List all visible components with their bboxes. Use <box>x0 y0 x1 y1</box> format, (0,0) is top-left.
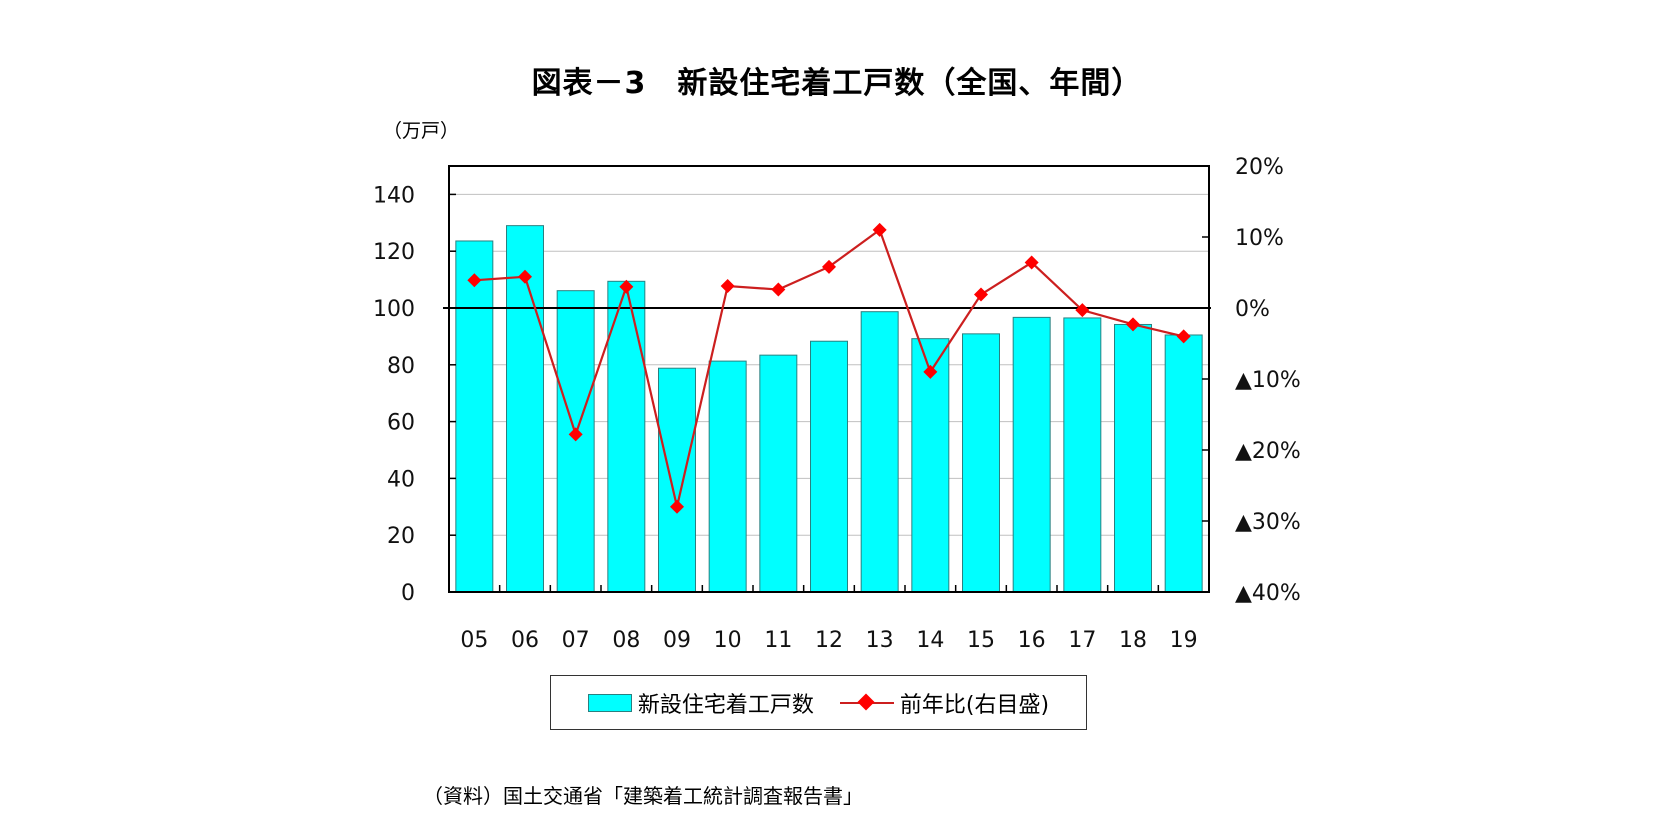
x-tick-label: 13 <box>866 628 894 653</box>
diamond-marker-icon <box>670 499 684 514</box>
bar-19 <box>1164 334 1203 593</box>
bar-15 <box>962 333 1000 593</box>
right-tick-label: ▲30% <box>1235 510 1301 535</box>
left-tick-label: 0 <box>401 581 415 606</box>
diamond-marker-icon <box>1075 303 1090 318</box>
chart-legend: 新設住宅着工戸数 前年比(右目盛) <box>550 675 1087 730</box>
diamond-marker-icon <box>1024 255 1039 270</box>
bar-18 <box>1114 323 1152 593</box>
source-note: （資料）国土交通省「建築着工統計調査報告書」 <box>423 784 863 808</box>
diamond-marker-icon <box>822 259 836 274</box>
x-tick-label: 14 <box>916 628 944 653</box>
x-tick-label: 17 <box>1068 628 1096 653</box>
bar-05 <box>455 240 494 593</box>
left-tick-label: 100 <box>373 297 415 322</box>
x-tick-label: 10 <box>714 628 742 653</box>
legend-item-line: 前年比(右目盛) <box>839 687 1050 719</box>
x-tick-label: 09 <box>663 628 691 653</box>
x-tick-label: 15 <box>967 628 995 653</box>
x-tick-label: 19 <box>1170 628 1198 653</box>
left-axis-unit-label: （万戸） <box>383 120 460 142</box>
left-tick-label: 40 <box>387 467 415 492</box>
legend-item-bars: 新設住宅着工戸数 <box>587 687 814 719</box>
left-tick-label: 120 <box>373 240 415 265</box>
left-tick-label: 80 <box>387 354 415 379</box>
diamond-line-swatch-icon <box>839 694 894 712</box>
bar-14 <box>911 338 950 593</box>
x-tick-label: 07 <box>562 628 590 653</box>
bar-11 <box>759 354 798 593</box>
x-tick-label: 18 <box>1119 628 1147 653</box>
diamond-marker-icon <box>872 222 887 237</box>
diamond-marker-icon <box>568 427 583 442</box>
bar-16 <box>1012 316 1051 593</box>
diamond-marker-icon <box>467 273 482 288</box>
diamond-marker-icon <box>619 279 634 294</box>
x-tick-label: 16 <box>1018 628 1046 653</box>
left-tick-label: 60 <box>387 411 415 436</box>
x-tick-label: 06 <box>511 628 539 653</box>
legend-bar-label: 新設住宅着工戸数 <box>637 692 814 718</box>
legend-line-label: 前年比(右目盛) <box>899 692 1050 718</box>
diamond-marker-icon <box>923 364 938 379</box>
chart-title: 図表－3 新設住宅着工戸数（全国、年間） <box>531 66 1143 101</box>
bar-08 <box>607 280 646 593</box>
x-tick-label: 08 <box>612 628 640 653</box>
left-tick-label: 20 <box>387 524 415 549</box>
bar-10 <box>708 360 747 593</box>
diamond-marker-icon <box>720 278 735 293</box>
x-tick-label: 12 <box>815 628 843 653</box>
bar-09 <box>658 367 696 593</box>
right-tick-label: 10% <box>1235 226 1284 251</box>
bar-17 <box>1063 317 1102 593</box>
diamond-marker-icon <box>1176 329 1191 344</box>
right-tick-label: ▲10% <box>1235 368 1301 393</box>
diamond-marker-icon <box>974 287 988 302</box>
left-tick-label: 140 <box>373 183 415 208</box>
diamond-marker-icon <box>518 269 532 284</box>
x-tick-label: 05 <box>460 628 488 653</box>
x-tick-label: 11 <box>764 628 792 653</box>
bar-13 <box>860 311 899 593</box>
right-tick-label: ▲40% <box>1235 581 1301 606</box>
right-tick-label: 0% <box>1235 297 1270 322</box>
right-tick-label: ▲20% <box>1235 439 1301 464</box>
diamond-marker-icon <box>771 282 786 297</box>
bar-12 <box>810 340 848 593</box>
bar-06 <box>506 225 544 593</box>
diamond-marker-icon <box>1126 317 1140 332</box>
right-tick-label: 20% <box>1235 155 1284 180</box>
bar-swatch-icon <box>587 693 632 712</box>
